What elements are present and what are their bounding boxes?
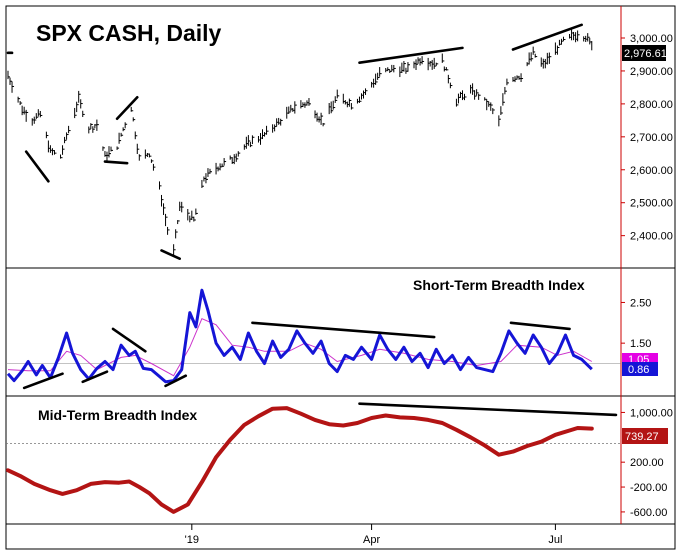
- last-price-badge: 2,976.61: [622, 45, 667, 61]
- trendline: [22, 372, 64, 390]
- short-term-breadth-line: [6, 288, 593, 384]
- y-tick-label: 2,700.00: [630, 132, 673, 144]
- trendline: [358, 402, 618, 417]
- x-tick-label: '19: [185, 534, 199, 546]
- trendline: [103, 160, 129, 165]
- trendline: [251, 321, 436, 339]
- trendline: [160, 249, 181, 261]
- trendline: [164, 374, 188, 388]
- trendline: [111, 327, 147, 353]
- x-axis: '19 Apr Jul: [185, 524, 562, 546]
- y-tick-label: 2,900.00: [630, 66, 673, 78]
- y-tick-label: 2.50: [630, 297, 651, 309]
- mid-term-breadth-line: [6, 406, 594, 514]
- mid-term-breadth-title: Mid-Term Breadth Index: [38, 407, 197, 423]
- short-term-breadth-badge: [622, 362, 658, 376]
- short-term-breadth-title: Short-Term Breadth Index: [413, 277, 585, 293]
- y-tick-label: 2,800.00: [630, 99, 673, 111]
- last-price-badge-box: [622, 45, 666, 61]
- mid-term-y-axis: 1,000.00 200.00 -200.00 -600.00: [621, 407, 673, 519]
- x-tick-label: Apr: [363, 534, 380, 546]
- y-tick-label: 2,600.00: [630, 165, 673, 177]
- price-trendlines: [6, 23, 583, 261]
- y-tick-label: -200.00: [630, 482, 667, 494]
- price-bars: [7, 29, 593, 256]
- short-term-trendlines: [22, 321, 571, 390]
- price-panel: SPX CASH, Daily 3,000.00 2,900.00 2,800.00…: [6, 20, 673, 261]
- x-tick-label: Jul: [548, 534, 562, 546]
- y-tick-label: 1.50: [630, 338, 651, 350]
- trendline: [511, 23, 583, 51]
- y-tick-label: 2,500.00: [630, 198, 673, 210]
- trendline: [115, 95, 139, 121]
- y-tick-label: 2,400.00: [630, 231, 673, 243]
- chart-frame: [5, 5, 676, 550]
- trendline: [509, 321, 571, 331]
- short-term-breadth-panel: Short-Term Breadth Index 2.50 1.50 1.05 0…: [6, 277, 658, 390]
- trendline: [358, 46, 464, 65]
- mid-term-badge-text: 739.27: [625, 431, 659, 443]
- mid-term-badge: 739.27: [622, 428, 668, 444]
- y-tick-label: -600.00: [630, 507, 667, 519]
- trendline: [81, 370, 109, 384]
- y-tick-label: 200.00: [630, 457, 664, 469]
- price-panel-title: SPX CASH, Daily: [36, 20, 222, 46]
- price-y-axis: 3,000.00 2,900.00 2,800.00 2,700.00 2,600.00…: [621, 33, 673, 243]
- last-price-badge-text: 2,976.61: [624, 48, 667, 60]
- short-term-badges: 1.05 0.86: [622, 353, 658, 376]
- mid-term-badge-box: [622, 428, 668, 444]
- short-term-y-axis: 2.50 1.50: [621, 297, 651, 350]
- y-tick-label: 3,000.00: [630, 33, 673, 45]
- mid-term-breadth-panel: Mid-Term Breadth Index 1,000.00 200.00 -20…: [6, 402, 673, 519]
- short-term-breadth-badge-text: 0.86: [628, 364, 649, 376]
- y-tick-label: 1,000.00: [630, 407, 673, 419]
- trendline: [24, 150, 50, 183]
- mid-term-trendlines: [358, 402, 618, 417]
